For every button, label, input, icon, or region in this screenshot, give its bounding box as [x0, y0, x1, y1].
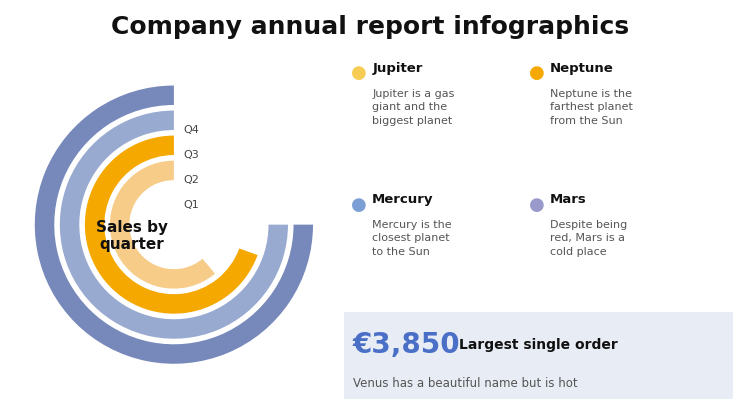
Text: Neptune: Neptune — [550, 62, 613, 75]
Text: Venus has a beautiful name but is hot: Venus has a beautiful name but is hot — [353, 377, 578, 390]
Text: €3,850: €3,850 — [353, 331, 460, 359]
Wedge shape — [110, 161, 215, 289]
Wedge shape — [35, 86, 313, 364]
Text: Jupiter is a gas
giant and the
biggest planet: Jupiter is a gas giant and the biggest p… — [372, 89, 454, 126]
Text: Q2: Q2 — [184, 175, 200, 185]
Text: Neptune is the
farthest planet
from the Sun: Neptune is the farthest planet from the … — [550, 89, 633, 126]
Text: Q1: Q1 — [184, 200, 199, 210]
Text: ●: ● — [352, 64, 367, 82]
Text: Sales by
quarter: Sales by quarter — [96, 220, 168, 252]
Text: Mercury: Mercury — [372, 193, 434, 206]
Text: ●: ● — [529, 196, 545, 213]
Text: Q4: Q4 — [184, 125, 200, 135]
Text: Company annual report infographics: Company annual report infographics — [111, 15, 629, 39]
Text: Largest single order: Largest single order — [459, 338, 618, 352]
Wedge shape — [60, 111, 288, 339]
Text: Jupiter: Jupiter — [372, 62, 423, 75]
Text: Q3: Q3 — [184, 150, 199, 160]
Text: Mars: Mars — [550, 193, 587, 206]
Text: Mercury is the
closest planet
to the Sun: Mercury is the closest planet to the Sun — [372, 220, 452, 257]
Text: Despite being
red, Mars is a
cold place: Despite being red, Mars is a cold place — [550, 220, 627, 257]
Text: ●: ● — [529, 64, 545, 82]
Text: ●: ● — [352, 196, 367, 213]
Wedge shape — [85, 136, 258, 314]
